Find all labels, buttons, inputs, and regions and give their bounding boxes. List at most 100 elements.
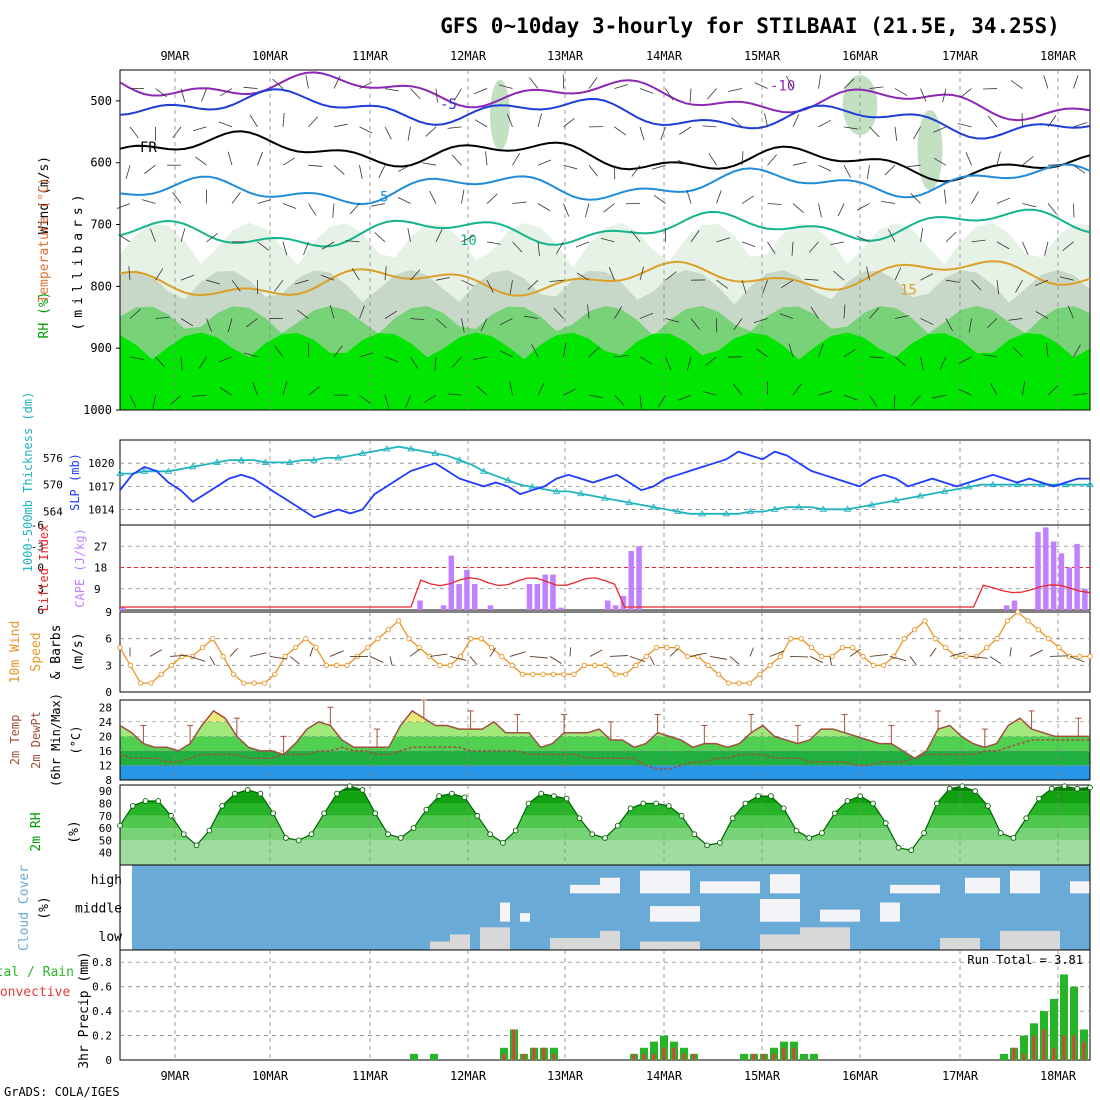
cape-bar	[1050, 541, 1057, 610]
upper-wind-barb	[485, 151, 488, 166]
wind-barb	[729, 656, 740, 665]
upper-wind-barb	[639, 126, 645, 141]
wind-tick-3: 3	[105, 659, 112, 672]
wind-barb	[1069, 656, 1085, 663]
wind-barb	[909, 656, 917, 666]
rh-point	[257, 790, 264, 797]
precip-convective-bar	[792, 1047, 796, 1060]
cape-bar	[612, 605, 619, 610]
temp-band	[120, 750, 1090, 766]
upper-wind-barb	[308, 164, 323, 167]
rh-point	[538, 790, 545, 797]
thickness-line-marker	[188, 462, 197, 470]
cloud-gap	[1010, 870, 1040, 894]
rh-point	[397, 835, 404, 841]
upper-wind-barb	[575, 241, 590, 248]
precip-total-bar	[1070, 986, 1078, 1060]
temp-contour-FR	[119, 130, 1091, 183]
wind-barb	[749, 647, 754, 657]
upper-wind-barb	[282, 203, 297, 209]
upper-wind-barb	[960, 88, 972, 98]
upper-wind-barb	[716, 279, 729, 289]
rh-point	[487, 831, 493, 838]
temp-line	[119, 709, 1090, 760]
cape-bar	[636, 546, 642, 610]
date-top-10MAR: 10MAR	[252, 49, 289, 63]
temp-tick-24: 24	[99, 716, 113, 729]
upper-wind-barb	[1022, 241, 1029, 255]
upper-wind-barb	[180, 274, 195, 281]
upper-wind-barb	[843, 126, 858, 130]
precip-convective-bar	[522, 1053, 526, 1060]
date-top-14MAR: 14MAR	[646, 49, 683, 63]
wind-barb	[709, 656, 728, 660]
upper-wind-barb	[707, 88, 717, 100]
upper-wind-barb	[243, 86, 258, 89]
upper-wind-barb	[512, 152, 521, 166]
wind-barb	[389, 656, 393, 666]
upper-wind-barb	[958, 388, 972, 396]
precip-total-bar	[800, 1053, 808, 1060]
thickness-line-marker	[746, 507, 755, 515]
cape-bar	[526, 584, 533, 610]
upper-wind-barb	[435, 318, 447, 329]
upper-wind-barb	[480, 318, 488, 332]
upper-wind-barb	[549, 279, 564, 283]
precip-convective-bar	[762, 1053, 766, 1060]
upper-wind-barb	[435, 229, 443, 243]
wind-speed-point	[850, 644, 856, 651]
rh-point	[551, 793, 557, 799]
upper-wind-barb	[881, 200, 896, 204]
precip-convective-bar	[1062, 1035, 1066, 1060]
temp-contour--10	[119, 71, 1091, 122]
wind-speed-point	[117, 644, 123, 651]
rh-point	[589, 831, 596, 838]
upper-wind-barb	[434, 356, 437, 371]
wind-barb	[889, 656, 907, 662]
rh2m-label: 2m RH	[29, 812, 44, 851]
wind-speed-point	[148, 680, 154, 686]
rh-patch	[917, 110, 943, 190]
upper-wind-barb	[384, 310, 398, 319]
upper-wind-barb	[657, 394, 666, 408]
rh-point	[423, 806, 430, 813]
rh-point	[870, 800, 876, 807]
upper-wind-barb	[792, 203, 804, 214]
wind-barb	[869, 653, 888, 657]
date-top-13MAR: 13MAR	[547, 49, 584, 63]
upper-wind-barb	[686, 356, 692, 371]
upper-wind-barb	[1008, 318, 1023, 321]
upper-wind-barb	[818, 164, 832, 172]
thickness-line-marker	[892, 496, 900, 503]
thickness-line-marker	[455, 456, 464, 463]
upper-wind-barb	[1067, 305, 1074, 319]
cape-axis-label: CAPE (J/kg)	[73, 528, 87, 607]
precip-convective-bar	[1042, 1029, 1046, 1060]
upper-wind-barb	[282, 241, 288, 256]
rh-point	[334, 790, 340, 797]
rh2m-units: (%)	[67, 820, 82, 843]
upper-wind-barb	[913, 126, 921, 140]
cloud-gap	[600, 930, 620, 950]
rh-point	[717, 839, 723, 846]
upper-wind-barb	[705, 356, 717, 366]
wind-speed-point	[509, 662, 515, 668]
precip-tick-0.2: 0.2	[92, 1030, 112, 1043]
upper-wind-barb	[563, 117, 575, 128]
precip-convective-bar	[772, 1053, 776, 1060]
wind-speed-point	[210, 636, 216, 642]
upper-wind-barb	[741, 195, 754, 204]
wind-speed-point	[581, 662, 588, 668]
date-top-16MAR: 16MAR	[842, 49, 879, 63]
cloud-gap	[940, 937, 980, 950]
precip-convective-bar	[682, 1053, 686, 1060]
wind-speed-point	[901, 636, 907, 642]
rh-point	[193, 842, 200, 849]
precip-convective-label: Convective	[0, 985, 70, 1000]
upper-wind-barb	[180, 88, 186, 103]
upper-wind-barb	[407, 126, 411, 141]
upper-wind-barb	[1047, 203, 1058, 215]
upper-wind-barb	[639, 312, 654, 319]
upper-wind-barb	[563, 342, 567, 357]
upper-air-panel: 500 600 700 800 900 1000 -10 -5 FR 5 10 15	[83, 69, 1091, 417]
